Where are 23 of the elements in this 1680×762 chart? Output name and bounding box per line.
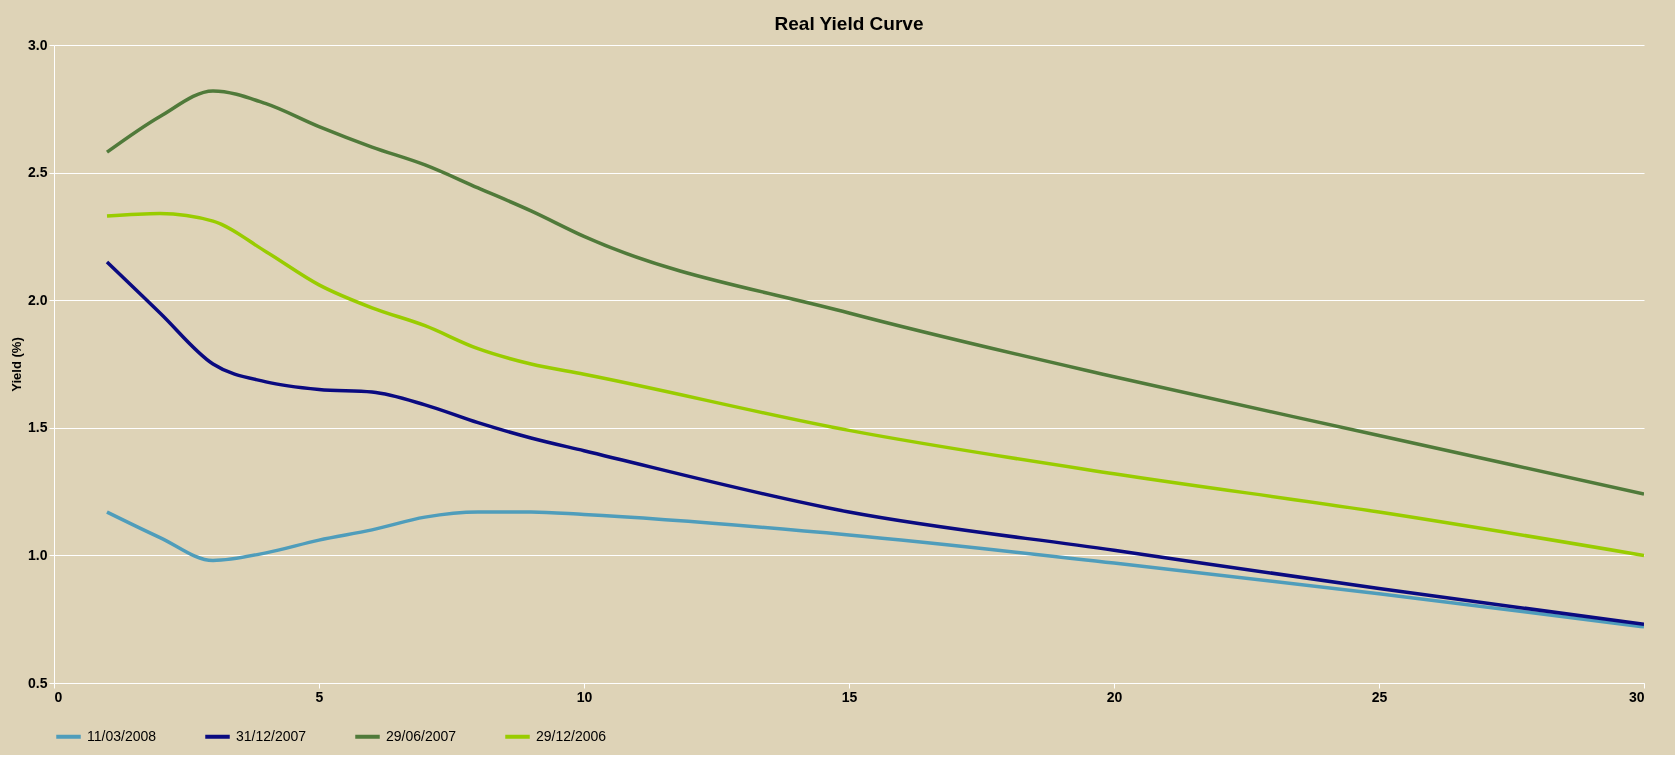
y-tick-label: 0.5 [28,674,48,691]
line-series [105,510,1644,629]
y-tick-label: 1.5 [28,419,48,436]
legend-label: 29/06/2007 [386,727,457,744]
x-tick-label: 30 [1628,688,1645,705]
x-tick-label: 20 [1106,688,1123,705]
line-series [105,260,1644,627]
y-tick-label: 2.5 [28,164,48,181]
legend-label: 31/12/2007 [236,727,307,744]
y-axis-title: Yield (%) [9,337,25,392]
y-tick-label: 1.0 [28,546,48,563]
x-tick-label: 15 [841,688,858,705]
chart-title: Real Yield Curve [774,13,924,34]
line-series [105,211,1644,558]
y-tick-label: 2.0 [28,291,48,308]
line-series [105,89,1644,496]
x-tick-label: 0 [54,688,63,705]
legend-label: 29/12/2006 [536,727,607,744]
legend-label: 11/03/2008 [87,727,157,744]
y-tick-label: 3.0 [28,36,48,53]
x-tick-label: 25 [1371,688,1388,705]
x-tick-label: 10 [576,688,593,705]
x-tick-label: 5 [315,688,324,705]
